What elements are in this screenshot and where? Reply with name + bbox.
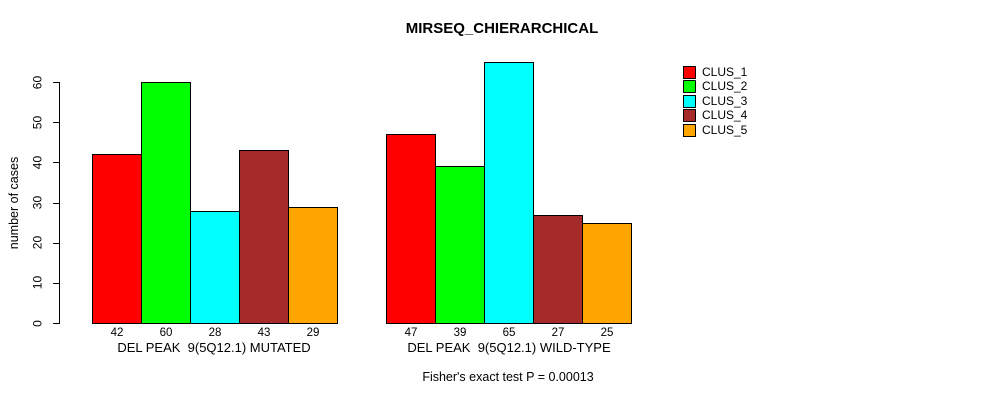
bar-clus_3-group1 bbox=[190, 211, 240, 324]
legend-label-clus_2: CLUS_2 bbox=[702, 79, 748, 94]
x-group-label-mutated: DEL PEAK 9(5Q12.1) MUTATED bbox=[117, 340, 311, 355]
y-tick-label: 0 bbox=[30, 319, 45, 327]
bar-clus_4-group1 bbox=[239, 150, 289, 324]
bar-clus_5-group2 bbox=[582, 223, 632, 324]
bar-clus_3-group2 bbox=[484, 62, 534, 324]
y-tick-label: 30 bbox=[30, 195, 45, 210]
legend-label-clus_4: CLUS_4 bbox=[702, 108, 748, 123]
y-tick-label: 10 bbox=[30, 276, 45, 290]
bar-value-label: 43 bbox=[257, 327, 271, 339]
bar-value-label: 65 bbox=[502, 327, 516, 339]
bar-value-label: 60 bbox=[159, 327, 173, 339]
bar-value-label: 39 bbox=[453, 327, 467, 339]
bar-clus_1-group2 bbox=[386, 134, 436, 324]
legend-swatch-clus_2 bbox=[683, 80, 696, 94]
y-tick bbox=[53, 82, 60, 83]
y-tick bbox=[53, 323, 60, 324]
legend-label-clus_5: CLUS_5 bbox=[702, 122, 748, 137]
bar-value-label: 28 bbox=[208, 327, 222, 339]
legend-label-clus_3: CLUS_3 bbox=[702, 93, 748, 108]
bar-value-label: 29 bbox=[306, 327, 320, 339]
fisher-test-caption: Fisher's exact test P = 0.00013 bbox=[422, 370, 594, 384]
bar-value-label: 47 bbox=[404, 327, 418, 339]
bar-clus_5-group1 bbox=[288, 207, 338, 324]
y-tick-label: 40 bbox=[30, 155, 45, 170]
bar-value-label: 42 bbox=[110, 327, 124, 339]
y-tick-label: 60 bbox=[30, 75, 45, 89]
legend-swatch-clus_5 bbox=[683, 123, 696, 137]
legend-swatch-clus_4 bbox=[683, 109, 696, 123]
y-tick bbox=[53, 162, 60, 164]
y-tick bbox=[53, 122, 60, 124]
bar-value-label: 25 bbox=[600, 327, 614, 339]
legend-label-clus_1: CLUS_1 bbox=[702, 65, 748, 79]
bar-clus_2-group2 bbox=[435, 166, 485, 324]
bar-value-label: 27 bbox=[551, 327, 565, 339]
legend-swatch-clus_3 bbox=[683, 94, 696, 108]
bar-clus_2-group1 bbox=[141, 82, 191, 324]
y-tick-label: 50 bbox=[30, 115, 45, 129]
y-tick bbox=[53, 282, 60, 284]
y-tick-label: 20 bbox=[30, 235, 45, 250]
x-group-label-wildtype: DEL PEAK 9(5Q12.1) WILD-TYPE bbox=[407, 340, 611, 355]
y-tick bbox=[53, 242, 60, 244]
legend-swatch-clus_1 bbox=[683, 66, 696, 79]
y-axis-label: number of cases bbox=[7, 156, 21, 250]
bar-clus_4-group2 bbox=[533, 215, 583, 324]
y-tick bbox=[53, 202, 60, 204]
bar-clus_1-group1 bbox=[92, 154, 142, 324]
chart-title: MIRSEQ_CHIERARCHICAL bbox=[405, 20, 599, 37]
